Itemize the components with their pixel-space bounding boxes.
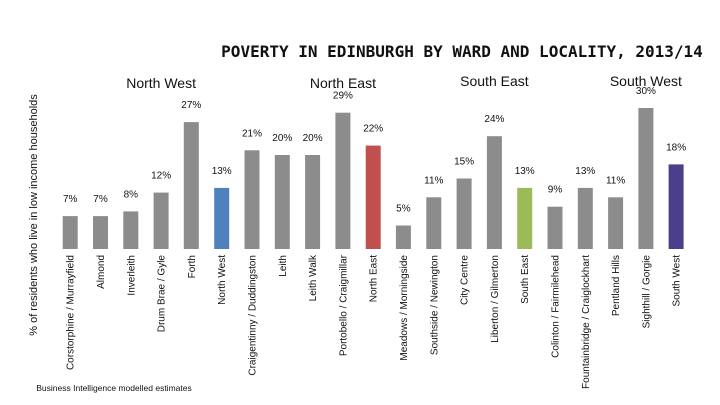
category-label: North West [217,255,228,305]
category-label: Sighthill / Gorgie [641,255,652,329]
category-label: Almond [96,255,107,289]
category-label: Craigentinny / Duddingston [248,255,259,376]
category-label: Meadows / Morningside [399,255,410,361]
category-label: Drum Brae / Gyle [157,255,168,333]
bar-fountainbridge-craiglockhart [577,187,593,249]
bar-leith-walk [305,155,321,249]
chart-title: POVERTY IN EDINBURGH BY WARD AND LOCALIT… [221,42,703,61]
category-label: Fountainbridge / Craiglockhart [581,255,592,389]
category-label: South East [520,255,531,304]
value-label: 20% [303,133,323,144]
category-label: City Centre [460,255,471,305]
value-label: 12% [151,171,171,182]
category-label: Liberton / Gilmerton [490,255,501,343]
bar-craigentinny-duddingston [244,150,260,249]
category-labels: Corstorphine / Murrayfield Almond Inverlei… [66,254,683,389]
value-label: 20% [272,133,292,144]
bar-forth [183,122,199,249]
value-label: 13% [515,166,535,177]
bar-city-centre [456,178,472,249]
category-label: North East [369,255,380,302]
bar-leith [274,155,290,249]
bar-portobello-craigmillar [335,112,351,249]
group-label-south-west: South West [610,73,682,89]
group-label-south-east: South East [460,73,529,89]
y-axis-label: % of residents who live in low income ho… [28,94,40,336]
bar-pentland-hills [608,197,624,249]
value-label: 21% [242,128,262,139]
group-label-north-east: North East [310,75,376,91]
value-label: 18% [666,142,686,153]
bar-drum-brae-gyle [153,192,169,249]
category-label: Inverleith [126,255,137,296]
bar-liberton-gilmerton [486,136,502,249]
value-label: 8% [124,189,139,200]
bar-almond [93,216,108,249]
bar-colinton-fairmilehead [547,206,563,249]
value-label: 30% [636,86,656,97]
value-label: 22% [363,124,383,135]
value-label: 13% [212,166,232,177]
bar-inverleith [123,211,139,249]
value-label: 11% [606,175,625,186]
category-label: Southside / Newington [429,255,440,355]
value-label: 7% [93,194,108,205]
value-label: 13% [575,166,595,177]
category-label: Leith Walk [308,254,319,301]
bar-north-west [214,187,230,249]
value-labels: 7% 7% 8% 12% 27% 13% 21% 20% 20% 29% 22% 5% 11% 15% 24… [63,86,686,215]
category-label: Leith [278,255,289,277]
bars [62,108,684,249]
category-label: Portobello / Craigmillar [338,254,349,356]
value-label: 27% [181,100,201,111]
value-label: 7% [63,194,78,205]
category-label: Colinton / Fairmilehead [551,255,562,358]
group-label-north-west: North West [126,75,196,91]
value-label: 11% [424,175,443,186]
group-labels: North West North East South East South West [126,73,682,91]
value-label: 15% [454,157,474,168]
bar-sighthill-gorgie [638,108,654,249]
bar-corstorphine-murrayfield [62,216,78,249]
category-label: Corstorphine / Murrayfield [66,255,77,370]
value-label: 29% [333,91,353,102]
value-label: 24% [484,114,504,125]
bar-north-east [365,145,381,249]
footnote: Business Intelligence modelled estimates [36,383,191,393]
value-label: 9% [548,185,563,196]
category-label: Forth [187,255,198,278]
category-label: Pentland Hills [611,255,622,316]
bar-southside-newington [426,197,442,249]
bar-south-west [668,164,684,249]
category-label: South West [672,255,683,307]
bar-meadows-morningside [395,225,411,249]
bar-south-east [517,187,533,249]
value-label: 5% [396,204,411,215]
